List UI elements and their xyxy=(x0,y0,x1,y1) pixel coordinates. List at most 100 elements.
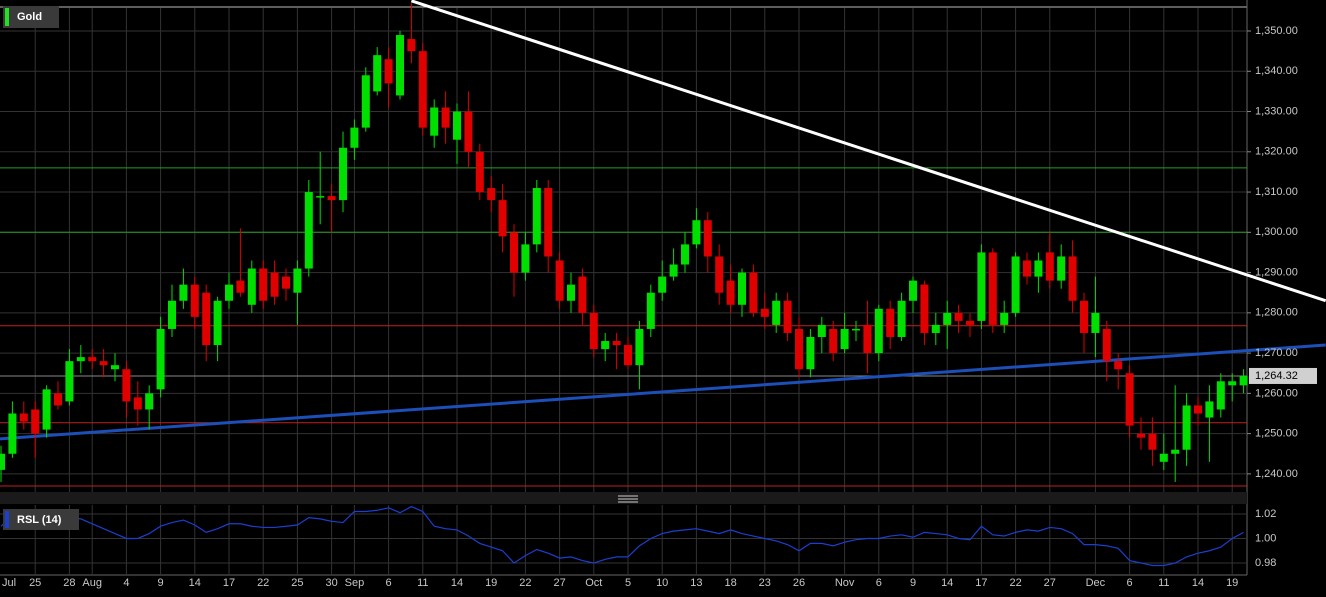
candle-body xyxy=(966,320,974,325)
x-tick-label: 22 xyxy=(519,577,531,589)
candle-body xyxy=(510,232,518,273)
candle-body xyxy=(1171,449,1180,454)
candle-body xyxy=(407,39,416,52)
candle-body xyxy=(658,276,667,293)
candle-body xyxy=(1068,256,1077,301)
y-tick-label: 1,270.00 xyxy=(1255,347,1298,359)
x-tick-label: 10 xyxy=(656,577,668,589)
candle-body xyxy=(863,324,872,354)
candle-body xyxy=(601,341,610,350)
candle-body xyxy=(817,324,826,337)
candle-body xyxy=(475,151,484,193)
panel-separator[interactable] xyxy=(0,492,1247,504)
candle-body xyxy=(316,196,325,198)
candle-body xyxy=(350,127,359,148)
candle-body xyxy=(589,312,598,350)
x-tick-label: 14 xyxy=(189,577,201,589)
y2-tick-label: 1.02 xyxy=(1255,508,1276,520)
candle-body xyxy=(760,308,769,317)
candle-body xyxy=(726,280,735,305)
candle-body xyxy=(31,409,40,434)
legend-gold: Gold xyxy=(3,6,59,28)
candle-body xyxy=(1045,252,1054,281)
candle-body xyxy=(213,300,222,346)
candle-body xyxy=(88,357,97,362)
candle-body xyxy=(1216,381,1225,410)
x-tick-label: 22 xyxy=(1009,577,1021,589)
candle-body xyxy=(783,300,792,333)
candle-body xyxy=(8,413,17,454)
x-tick-label: Aug xyxy=(82,577,102,589)
legend-label: Gold xyxy=(17,11,42,23)
x-tick-label: 14 xyxy=(1192,577,1204,589)
indicator-line xyxy=(0,505,1244,567)
last-price-badge xyxy=(1249,367,1317,384)
candle-body xyxy=(259,268,268,301)
candle-body xyxy=(282,276,290,289)
x-tick-label: 4 xyxy=(123,577,129,589)
candle-body xyxy=(54,393,62,406)
candle-body xyxy=(19,413,28,422)
y-tick-label: 1,240.00 xyxy=(1255,468,1298,480)
candle-body xyxy=(133,397,142,410)
x-tick-label: 27 xyxy=(553,577,565,589)
candle-body xyxy=(578,276,587,313)
candle-body xyxy=(247,268,256,305)
candle-body xyxy=(498,200,507,237)
candle-body xyxy=(373,55,382,92)
candle-body xyxy=(772,300,781,325)
candle-body xyxy=(236,280,245,293)
y-tick-label: 1,310.00 xyxy=(1255,186,1298,198)
candle-body xyxy=(361,75,370,128)
candle-body xyxy=(487,188,496,201)
candle-body xyxy=(840,328,849,350)
x-tick-label: 30 xyxy=(325,577,337,589)
x-tick-label: Sep xyxy=(345,577,365,589)
x-tick-label: 11 xyxy=(1158,577,1169,589)
x-tick-label: Nov xyxy=(835,577,855,589)
candle-body xyxy=(0,453,5,470)
x-tick-label: 19 xyxy=(1226,577,1238,589)
candle-body xyxy=(339,147,347,201)
candle-body xyxy=(612,341,621,346)
x-tick-label: 11 xyxy=(417,577,428,589)
x-tick-label: 14 xyxy=(941,577,953,589)
x-tick-label: 14 xyxy=(451,577,463,589)
x-tick-label: Dec xyxy=(1086,577,1106,589)
candle-body xyxy=(681,244,689,265)
candle-body xyxy=(396,35,404,96)
candle-body xyxy=(156,328,165,390)
x-tick-label: 27 xyxy=(1044,577,1056,589)
x-tick-label: 13 xyxy=(690,577,702,589)
y2-tick-label: 0.98 xyxy=(1255,557,1276,569)
x-tick-label: 6 xyxy=(386,577,392,589)
y-tick-label: 1,320.00 xyxy=(1255,146,1298,158)
x-tick-label: 9 xyxy=(158,577,164,589)
x-tick-label: 23 xyxy=(759,577,771,589)
candle-body xyxy=(795,328,803,370)
candle-body xyxy=(943,312,952,325)
y-tick-label: 1,350.00 xyxy=(1255,25,1298,37)
candle-body xyxy=(886,308,895,337)
y-tick-label: 1,330.00 xyxy=(1255,105,1298,117)
candle-body xyxy=(1023,260,1031,277)
candle-body xyxy=(703,220,712,257)
candle-body xyxy=(168,300,176,329)
candle-body xyxy=(1239,375,1248,386)
y-tick-label: 1,290.00 xyxy=(1255,266,1298,278)
candle-body xyxy=(418,51,427,128)
candle-body xyxy=(715,256,724,293)
candle-body xyxy=(1000,312,1009,325)
candle-body xyxy=(1080,300,1088,333)
candle-body xyxy=(1148,433,1157,450)
candle-body xyxy=(874,308,883,354)
candle-body xyxy=(179,284,188,301)
x-tick-label: 22 xyxy=(257,577,269,589)
candle-body xyxy=(99,361,108,366)
y2-tick-label: 1.00 xyxy=(1255,532,1276,544)
last-price-label: 1,264.32 xyxy=(1255,370,1298,382)
candle-body xyxy=(1205,401,1214,418)
x-tick-label: 6 xyxy=(1127,577,1133,589)
legend-rsl: RSL (14) xyxy=(3,509,79,530)
